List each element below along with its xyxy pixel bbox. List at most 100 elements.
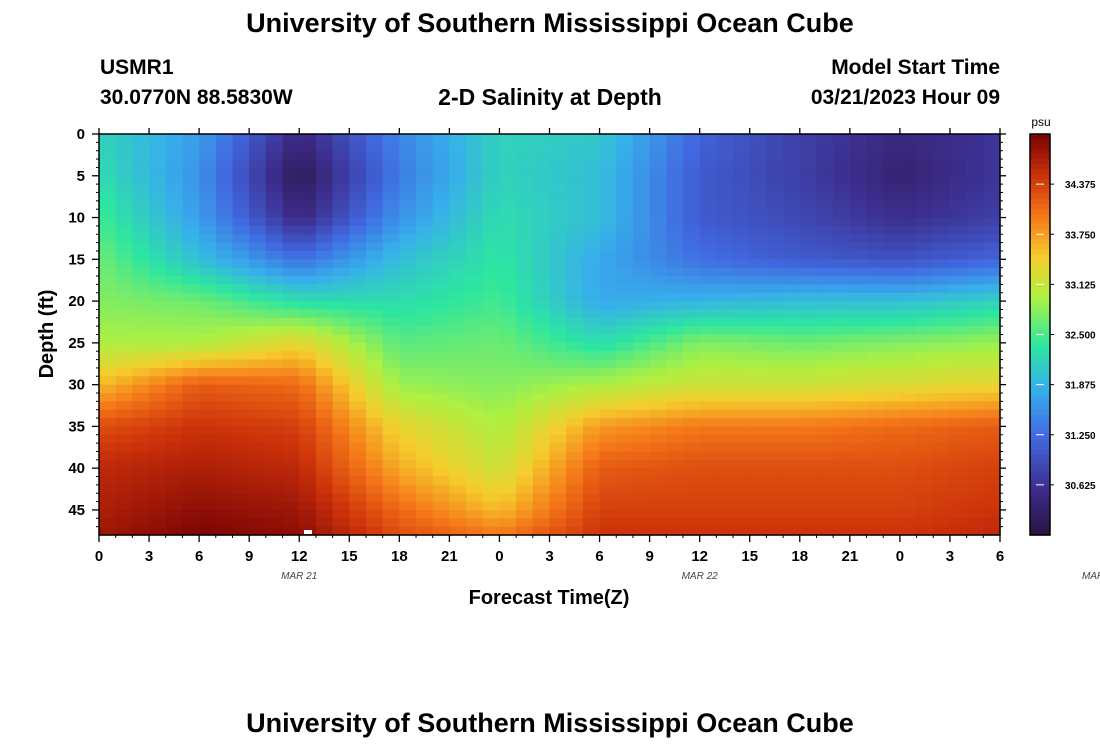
heat-cell bbox=[566, 351, 584, 361]
heat-cell bbox=[949, 175, 968, 185]
heat-cell bbox=[883, 434, 901, 444]
heat-cell bbox=[716, 459, 734, 469]
heat-cell bbox=[833, 309, 851, 319]
heat-cell bbox=[966, 326, 984, 336]
heat-cell bbox=[666, 509, 684, 519]
heat-cell bbox=[532, 526, 551, 536]
heat-cell bbox=[449, 159, 467, 169]
heat-cell bbox=[149, 276, 167, 285]
heat-cell bbox=[682, 426, 701, 436]
heat-cell bbox=[949, 276, 968, 285]
heat-cell bbox=[899, 468, 918, 478]
heat-cell bbox=[149, 209, 167, 219]
heat-cell bbox=[649, 134, 667, 143]
heat-cell bbox=[666, 468, 684, 478]
heat-cell bbox=[449, 175, 467, 185]
heat-cell bbox=[249, 142, 267, 152]
colorbar-segment bbox=[1030, 519, 1050, 526]
heat-cell bbox=[566, 209, 584, 219]
heat-cell bbox=[482, 200, 501, 210]
heat-cell bbox=[416, 142, 434, 152]
heat-cell bbox=[249, 509, 267, 519]
colorbar-unit: psu bbox=[1031, 115, 1050, 129]
heat-cell bbox=[849, 468, 868, 478]
heat-cell bbox=[899, 301, 918, 311]
colorbar-segment bbox=[1030, 159, 1050, 165]
heat-cell bbox=[199, 451, 217, 461]
heat-cell bbox=[532, 518, 551, 528]
heat-cell bbox=[733, 267, 751, 277]
heat-cell bbox=[532, 484, 551, 494]
heat-cell bbox=[182, 250, 200, 260]
heat-cell bbox=[265, 192, 284, 202]
heat-cell bbox=[599, 367, 617, 377]
heat-cell bbox=[382, 351, 400, 361]
heat-cell bbox=[799, 342, 818, 352]
heat-cell bbox=[933, 401, 951, 411]
heat-cell bbox=[482, 434, 501, 444]
heat-cell bbox=[499, 276, 517, 285]
heat-cell bbox=[132, 493, 150, 503]
heat-cell bbox=[983, 509, 1001, 519]
heat-cell bbox=[799, 159, 818, 169]
heat-cell bbox=[816, 493, 834, 503]
heat-cell bbox=[282, 317, 300, 327]
heat-cell bbox=[215, 242, 234, 252]
heat-cell bbox=[516, 351, 534, 361]
heat-cell bbox=[232, 518, 250, 528]
heat-cell bbox=[799, 518, 818, 528]
heat-cell bbox=[232, 150, 250, 160]
heat-cell bbox=[332, 484, 350, 494]
heat-cell bbox=[716, 259, 734, 269]
heat-cell bbox=[499, 501, 517, 511]
heat-cell bbox=[365, 250, 384, 260]
heat-cell bbox=[582, 175, 601, 185]
heat-cell bbox=[182, 384, 200, 394]
heat-cell bbox=[983, 242, 1001, 252]
heat-cell bbox=[349, 376, 367, 386]
heat-cell bbox=[783, 192, 801, 202]
heat-cell bbox=[716, 217, 734, 227]
heat-cell bbox=[249, 301, 267, 311]
heat-cell bbox=[749, 217, 768, 227]
heat-cell bbox=[933, 292, 951, 302]
x-tick-label: 15 bbox=[341, 548, 358, 565]
heat-cell bbox=[399, 426, 417, 436]
heat-cell bbox=[699, 418, 717, 427]
heat-cell bbox=[949, 334, 968, 344]
heat-cell bbox=[933, 459, 951, 469]
heat-cell bbox=[215, 392, 234, 402]
heat-cell bbox=[883, 493, 901, 503]
heat-cell bbox=[482, 326, 501, 336]
heat-cell bbox=[299, 209, 317, 219]
heat-cell bbox=[315, 426, 334, 436]
heat-cell bbox=[499, 342, 517, 352]
heat-cell bbox=[699, 443, 717, 453]
colorbar-segment bbox=[1030, 389, 1050, 396]
heat-cell bbox=[983, 184, 1001, 194]
heat-cell bbox=[432, 217, 450, 227]
heat-cell bbox=[265, 250, 284, 260]
heat-cell bbox=[132, 217, 150, 227]
heat-cell bbox=[532, 309, 551, 319]
heat-cell bbox=[916, 175, 934, 185]
heat-cell bbox=[983, 418, 1001, 427]
x-tick-label: 21 bbox=[441, 548, 458, 565]
heat-cell bbox=[516, 418, 534, 427]
heat-cell bbox=[682, 451, 701, 461]
heat-cell bbox=[716, 443, 734, 453]
heat-cell bbox=[749, 276, 768, 285]
heat-cell bbox=[783, 509, 801, 519]
colorbar-segment bbox=[1030, 249, 1050, 255]
heat-cell bbox=[699, 276, 717, 285]
heat-cell bbox=[799, 259, 818, 269]
heat-cell bbox=[883, 384, 901, 394]
heat-cell bbox=[616, 443, 634, 453]
heat-cell bbox=[532, 292, 551, 302]
heat-cell bbox=[199, 509, 217, 519]
heat-cell bbox=[199, 518, 217, 528]
heat-cell bbox=[165, 184, 184, 194]
heat-cell bbox=[165, 242, 184, 252]
heat-cell bbox=[132, 209, 150, 219]
heat-cell bbox=[265, 384, 284, 394]
